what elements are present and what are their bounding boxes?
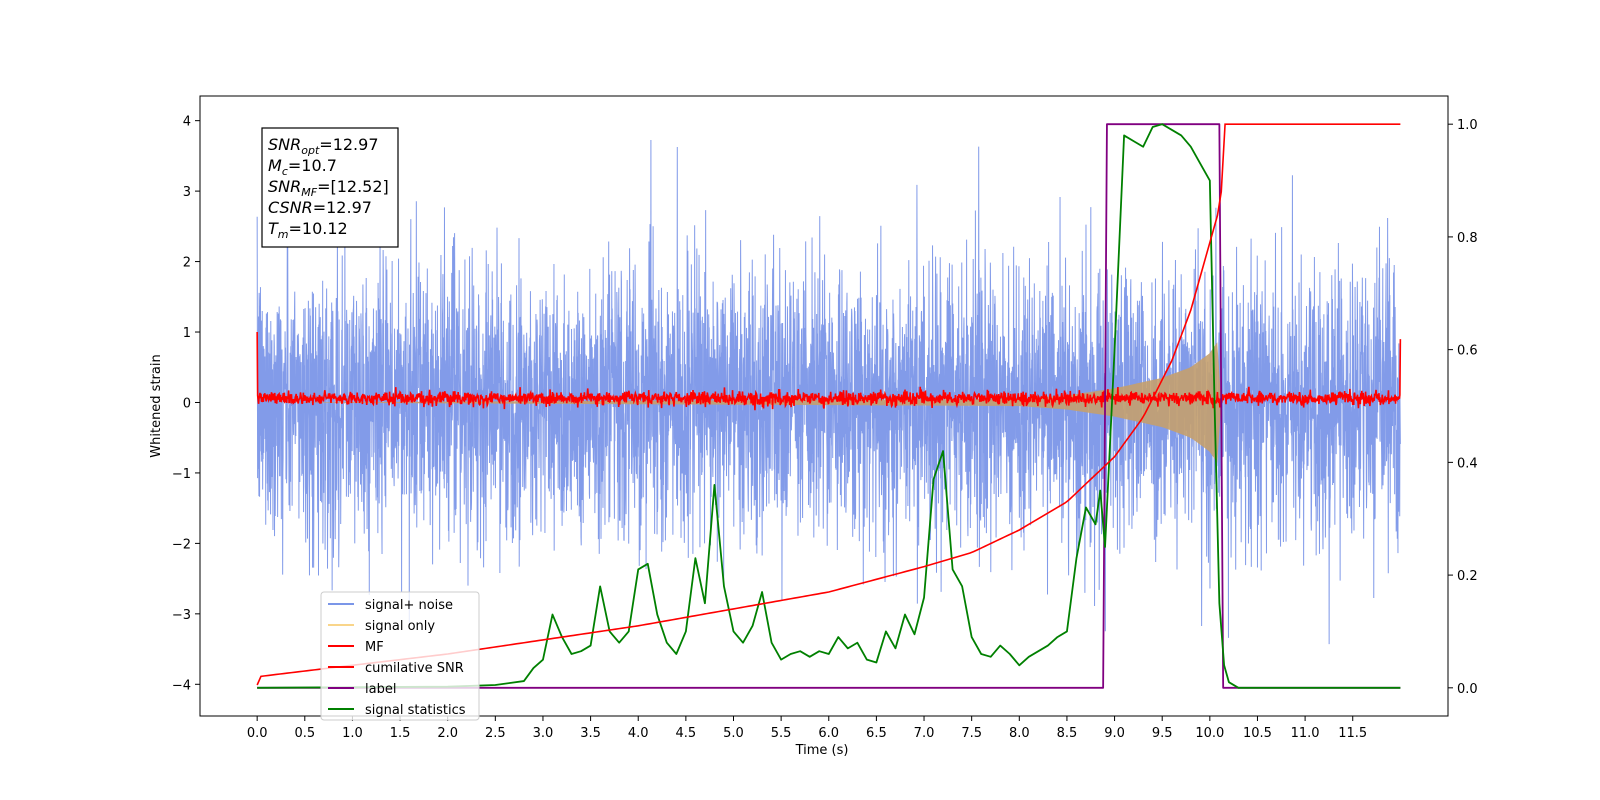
y-right-tick-label: 0.4 — [1457, 456, 1478, 471]
x-tick-label: 1.0 — [342, 726, 363, 741]
annotation-subscript: c — [282, 165, 288, 178]
y-right-tick-label: 0.6 — [1457, 344, 1478, 359]
y-axis-label: Whitened strain — [149, 354, 164, 457]
y-right-tick-label: 0.8 — [1457, 231, 1478, 246]
y-left-tick-label: −1 — [172, 467, 191, 482]
x-tick-label: 11.5 — [1338, 726, 1367, 741]
x-tick-label: 4.5 — [676, 726, 697, 741]
annotation-value: =12.97 — [313, 198, 372, 217]
y-axis-left: 4 3 2 1 0 −1 −2 −3 −4 — [172, 115, 200, 693]
annotation-line: Mc=10.7 — [268, 156, 337, 178]
x-tick-label: 7.0 — [914, 726, 935, 741]
legend-label: MF — [365, 640, 384, 655]
annotation-line: SNRopt=12.97 — [268, 135, 379, 157]
x-tick-label: 6.0 — [818, 726, 839, 741]
y-left-tick-label: 4 — [183, 115, 191, 130]
x-tick-label: 8.0 — [1009, 726, 1030, 741]
x-axis-label: Time (s) — [795, 743, 849, 758]
annotation-value: =10.12 — [289, 219, 348, 238]
series-signal-statistics-line — [257, 123, 1401, 689]
annotation-line: Tm=10.12 — [268, 219, 348, 241]
y-left-tick-label: 3 — [183, 185, 191, 200]
y-right-tick-label: 1.0 — [1457, 118, 1478, 133]
x-tick-label: 9.0 — [1104, 726, 1125, 741]
x-tick-label: 6.5 — [866, 726, 887, 741]
x-tick-label: 4.0 — [628, 726, 649, 741]
x-tick-label: 7.5 — [961, 726, 982, 741]
x-tick-label: 10.0 — [1195, 726, 1224, 741]
x-tick-label: 5.0 — [723, 726, 744, 741]
legend-label: signal statistics — [365, 703, 466, 718]
plot-area — [256, 123, 1402, 689]
annotation-symbol: CSNR — [268, 198, 313, 217]
x-axis: 0.0 0.5 1.0 1.5 2.0 2.5 3.0 3.5 4.0 4.5 5.0 5.5 6.0 6… — [247, 716, 1367, 741]
series-signal-noise-line — [256, 139, 1401, 645]
legend-label: signal only — [365, 619, 435, 634]
x-tick-label: 10.5 — [1243, 726, 1272, 741]
x-tick-label: 2.0 — [437, 726, 458, 741]
y-axis-right: 1.0 0.8 0.6 0.4 0.2 0.0 — [1448, 118, 1478, 697]
x-tick-label: 3.5 — [580, 726, 601, 741]
y-right-tick-label: 0.0 — [1457, 682, 1478, 697]
x-tick-label: 2.5 — [485, 726, 506, 741]
y-right-tick-label: 0.2 — [1457, 569, 1478, 584]
annotation-value: =[12.52] — [317, 177, 389, 196]
annotation-symbol: SNR — [268, 135, 301, 154]
x-tick-label: 0.5 — [294, 726, 315, 741]
legend-label: cumilative SNR — [365, 661, 464, 676]
y-left-tick-label: 2 — [183, 256, 191, 271]
plot-frame — [199, 95, 1449, 717]
legend: signal+ noise signal only MF cumilative SNR… — [320, 591, 480, 721]
annotation-subscript: MF — [301, 186, 317, 199]
x-tick-label: 8.5 — [1057, 726, 1078, 741]
legend-label: label — [365, 682, 396, 697]
x-tick-label: 9.5 — [1152, 726, 1173, 741]
y-left-tick-label: −3 — [172, 608, 191, 623]
x-tick-label: 1.5 — [390, 726, 411, 741]
annotation-line: CSNR=12.97 — [268, 198, 372, 217]
y-left-tick-label: 0 — [183, 396, 191, 411]
legend-label: signal+ noise — [365, 598, 453, 613]
y-left-tick-label: −2 — [172, 537, 191, 552]
annotation-value: =12.97 — [319, 135, 378, 154]
y-left-tick-label: −4 — [172, 678, 191, 693]
annotation-value: =10.7 — [288, 156, 337, 175]
annotation-subscript: m — [278, 228, 289, 241]
y-left-tick-label: 1 — [183, 326, 191, 341]
x-tick-label: 5.5 — [771, 726, 792, 741]
annotation-line: SNRMF=[12.52] — [268, 177, 389, 199]
x-tick-label: 0.0 — [247, 726, 268, 741]
annotation-symbol: T — [268, 219, 279, 238]
x-tick-label: 3.0 — [533, 726, 554, 741]
annotation-symbol: M — [268, 156, 282, 175]
series-signal-only-band — [257, 342, 1222, 463]
snr-annotation-box: SNRopt=12.97Mc=10.7SNRMF=[12.52]CSNR=12.… — [261, 127, 399, 248]
legend-frame — [320, 591, 480, 721]
x-tick-label: 11.0 — [1291, 726, 1320, 741]
annotation-frame — [261, 127, 399, 248]
series-mf-line — [256, 332, 1402, 411]
annotation-symbol: SNR — [268, 177, 301, 196]
annotation-subscript: opt — [301, 144, 320, 157]
